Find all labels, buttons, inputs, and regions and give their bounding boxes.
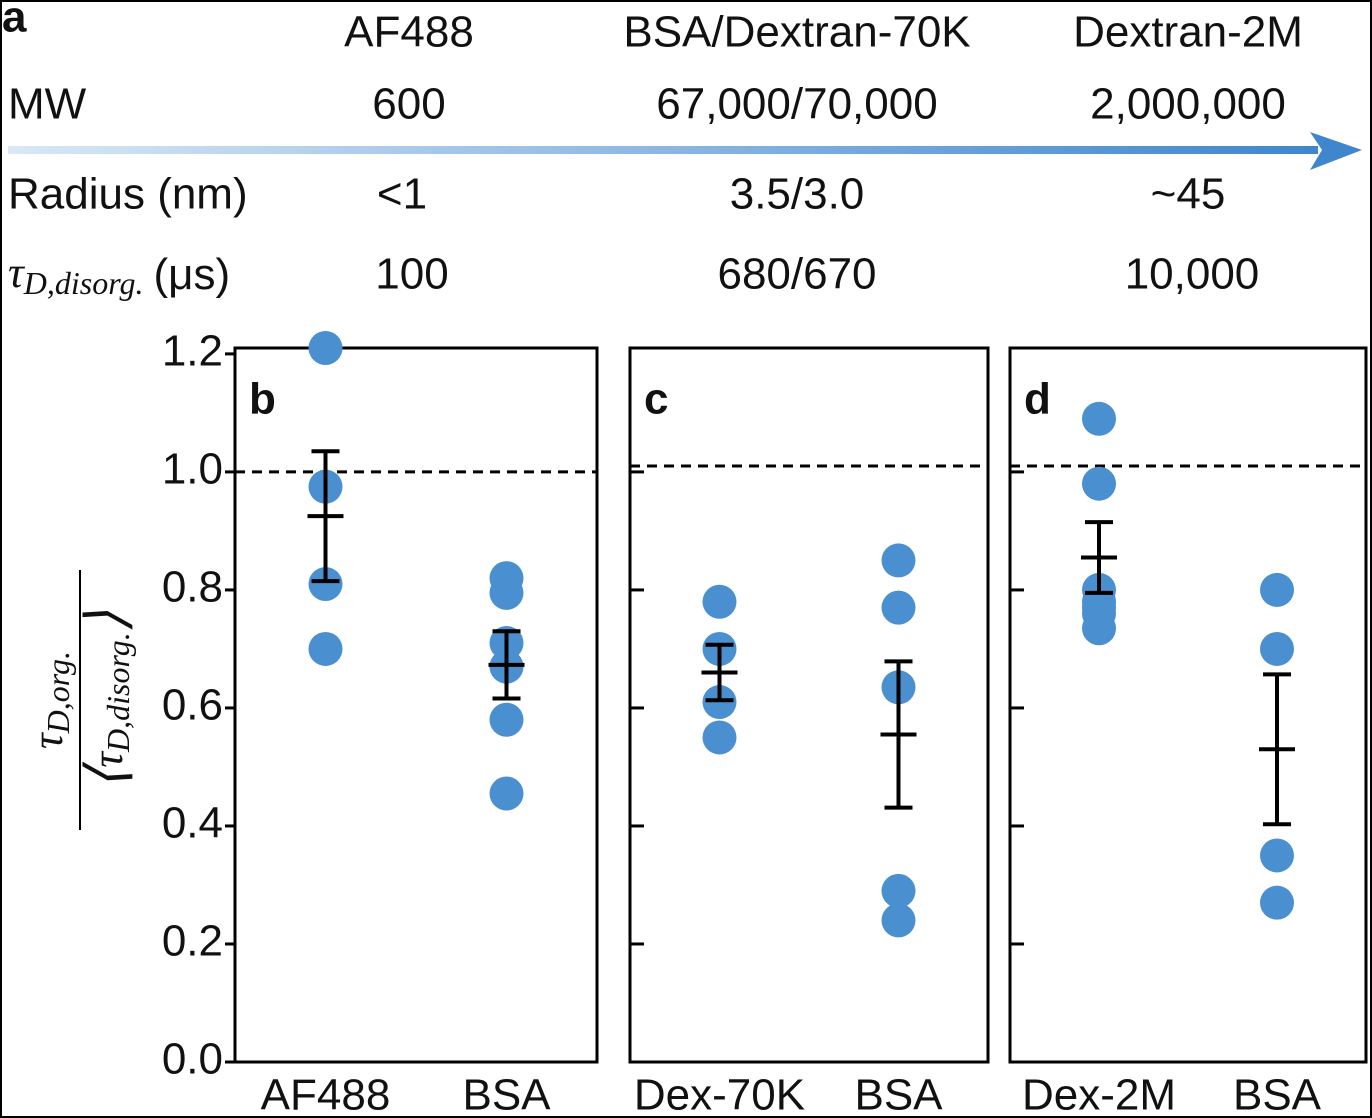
y-tick-label: 0.2 xyxy=(162,917,223,966)
cell: <1 xyxy=(377,170,427,219)
data-point xyxy=(489,575,524,610)
cell: 600 xyxy=(372,80,445,129)
data-point xyxy=(881,903,916,938)
data-point xyxy=(1260,572,1294,607)
x-tick-label: Dex-2M xyxy=(1022,1071,1176,1118)
panel-box xyxy=(233,346,599,1064)
row-label: MW xyxy=(8,80,87,129)
panel-label: b xyxy=(249,375,276,424)
panel-label: d xyxy=(1024,375,1051,424)
data-point xyxy=(702,584,737,619)
cell: 10,000 xyxy=(1125,250,1260,299)
column-header: Dextran-2M xyxy=(1073,8,1303,57)
arrow-shaft xyxy=(8,146,1318,154)
y-tick-label: 1.0 xyxy=(162,445,223,494)
row-label: τD,disorg. (μs) xyxy=(8,248,230,301)
y-label-numerator: τD,org. xyxy=(23,651,76,749)
y-tick-label: 0.0 xyxy=(162,1035,223,1084)
column-header: AF488 xyxy=(344,8,474,57)
data-point xyxy=(1260,885,1294,920)
data-point xyxy=(881,873,916,908)
y-axis-label: τD,org. ⟨τD,disorg.⟩ xyxy=(23,570,138,830)
cell: 2,000,000 xyxy=(1090,80,1286,129)
data-point xyxy=(489,776,524,811)
data-point xyxy=(308,331,343,365)
y-tick-label: 0.8 xyxy=(162,563,223,612)
x-tick-label: BSA xyxy=(1233,1071,1322,1118)
cell: 680/670 xyxy=(717,250,876,299)
y-label-denominator: ⟨τD,disorg.⟩ xyxy=(76,610,138,789)
data-point xyxy=(489,702,524,737)
data-point xyxy=(1260,838,1294,873)
data-point xyxy=(1082,401,1116,436)
x-tick-label: Dex-70K xyxy=(634,1071,805,1118)
data-point xyxy=(1082,611,1116,646)
y-tick-label: 0.6 xyxy=(162,681,223,730)
data-point xyxy=(308,567,343,602)
data-point xyxy=(881,543,916,578)
panel-box xyxy=(1008,346,1368,1064)
cell: 3.5/3.0 xyxy=(730,170,865,219)
panel-label: c xyxy=(644,375,668,424)
arrow-head xyxy=(1310,132,1362,170)
x-tick-label: AF488 xyxy=(261,1071,391,1118)
y-tick-label: 0.4 xyxy=(162,799,223,848)
row-label: Radius (nm) xyxy=(8,170,248,219)
cell: 100 xyxy=(375,250,448,299)
cell: ~45 xyxy=(1151,170,1226,219)
column-header: BSA/Dextran-70K xyxy=(623,8,970,57)
x-tick-label: BSA xyxy=(462,1071,551,1118)
y-tick-label: 1.2 xyxy=(162,327,223,376)
data-point xyxy=(1082,466,1116,501)
data-point xyxy=(881,590,916,625)
data-point xyxy=(702,720,737,755)
x-tick-label: BSA xyxy=(854,1071,943,1118)
panel-label: a xyxy=(2,0,27,42)
data-point xyxy=(1260,631,1294,666)
panel-box xyxy=(628,346,990,1064)
cell: 67,000/70,000 xyxy=(656,80,937,129)
data-point xyxy=(308,631,343,666)
